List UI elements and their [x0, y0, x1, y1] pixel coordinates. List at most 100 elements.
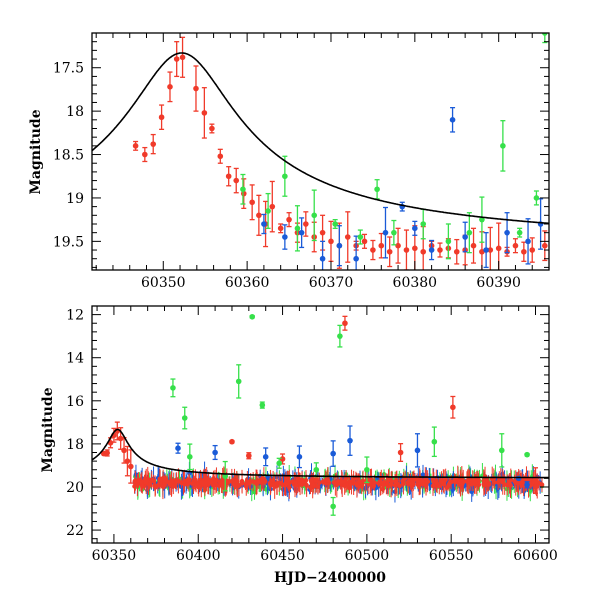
data-point [158, 114, 165, 121]
x-tick-label: 60400 [176, 548, 221, 564]
data-point [391, 229, 397, 236]
baseline-point [368, 478, 373, 484]
data-point [201, 110, 208, 116]
data-point [259, 402, 266, 408]
data-point [414, 447, 421, 454]
plot-area [92, 313, 549, 516]
data-point [193, 85, 199, 92]
data-point [132, 143, 139, 149]
data-point [127, 463, 134, 470]
baseline-point [153, 485, 158, 490]
y-tick-label: 22 [66, 523, 84, 539]
baseline-point [278, 480, 284, 486]
baseline-point [425, 479, 431, 484]
data-point [453, 248, 460, 255]
x-tick-label: 60380 [393, 275, 438, 291]
data-point [364, 466, 370, 473]
data-point [212, 449, 218, 456]
data-point [382, 229, 389, 236]
baseline-point [162, 482, 167, 488]
baseline-point [217, 479, 223, 485]
model-curve [92, 52, 549, 225]
baseline-point [444, 485, 450, 490]
data-point [512, 242, 519, 249]
baseline-point [174, 478, 180, 484]
data-point [370, 247, 376, 253]
data-point [319, 255, 326, 262]
data-point [229, 438, 235, 445]
x-tick-label: 60360 [225, 275, 270, 291]
baseline-point [315, 484, 321, 490]
baseline-point [309, 479, 314, 485]
x-tick-label: 60370 [309, 275, 354, 291]
baseline-point [372, 480, 377, 485]
baseline-point [397, 483, 402, 489]
data-point [378, 242, 385, 249]
data-point [470, 242, 477, 249]
x-tick-label: 60450 [260, 548, 305, 564]
data-point [187, 454, 193, 460]
x-tick-label: 60390 [476, 275, 521, 291]
top-panel: 60350 60360 60370 60380 60390 17.5 18 18.5 19 19.… [53, 32, 550, 291]
plot-area [92, 33, 549, 270]
baseline-point [492, 480, 497, 485]
baseline-point [348, 481, 353, 487]
data-point [330, 503, 336, 510]
baseline-point [193, 477, 198, 483]
y-tick-label: 19.5 [53, 234, 84, 250]
y-tick-label: 18.5 [53, 148, 84, 164]
data-point [449, 117, 456, 123]
data-point [525, 238, 531, 245]
data-point [412, 245, 418, 252]
baseline-point [143, 479, 149, 484]
top-y-axis-title: Magnitude [28, 109, 44, 194]
data-point [500, 143, 506, 149]
y-tick-label: 18 [66, 104, 84, 120]
data-point [330, 450, 336, 457]
baseline-point [339, 479, 344, 485]
data-point [279, 456, 286, 462]
data-point [542, 33, 548, 36]
data-point [397, 449, 404, 456]
data-point [298, 229, 305, 236]
data-point [437, 247, 443, 253]
data-point [256, 212, 262, 219]
data-point [498, 447, 505, 454]
baseline-point [136, 479, 141, 484]
baseline-point [262, 479, 268, 484]
data-point [282, 234, 288, 240]
data-point [209, 125, 215, 132]
y-tick-label: 17.5 [53, 61, 84, 77]
data-point [533, 195, 540, 201]
bottom-y-axis-title: Magnitude [40, 387, 56, 472]
baseline-point [357, 479, 362, 485]
data-point [286, 216, 292, 223]
data-point [296, 454, 303, 460]
data-point [332, 221, 338, 227]
baseline-point [265, 475, 270, 480]
baseline-point [243, 484, 249, 489]
baseline-point [439, 479, 444, 485]
baseline-point [184, 482, 190, 487]
data-point [170, 385, 176, 391]
data-point [276, 460, 282, 467]
baseline-point [431, 478, 437, 484]
baseline-point [259, 480, 264, 485]
data-point [328, 238, 334, 245]
data-point [483, 247, 489, 253]
x-axis-title: HJD−2400000 [274, 570, 386, 586]
data-point [261, 221, 267, 227]
data-point [374, 186, 380, 193]
x-tick-label: 60550 [429, 548, 474, 564]
data-point [222, 473, 229, 480]
baseline-point [254, 479, 260, 485]
data-point [542, 242, 548, 249]
data-point [336, 242, 343, 249]
data-point [445, 238, 452, 245]
data-point [225, 173, 232, 180]
baseline-point [204, 477, 209, 482]
data-point [269, 203, 276, 210]
x-tick-label: 60350 [92, 548, 137, 564]
data-point [294, 225, 301, 232]
data-point [240, 186, 246, 193]
